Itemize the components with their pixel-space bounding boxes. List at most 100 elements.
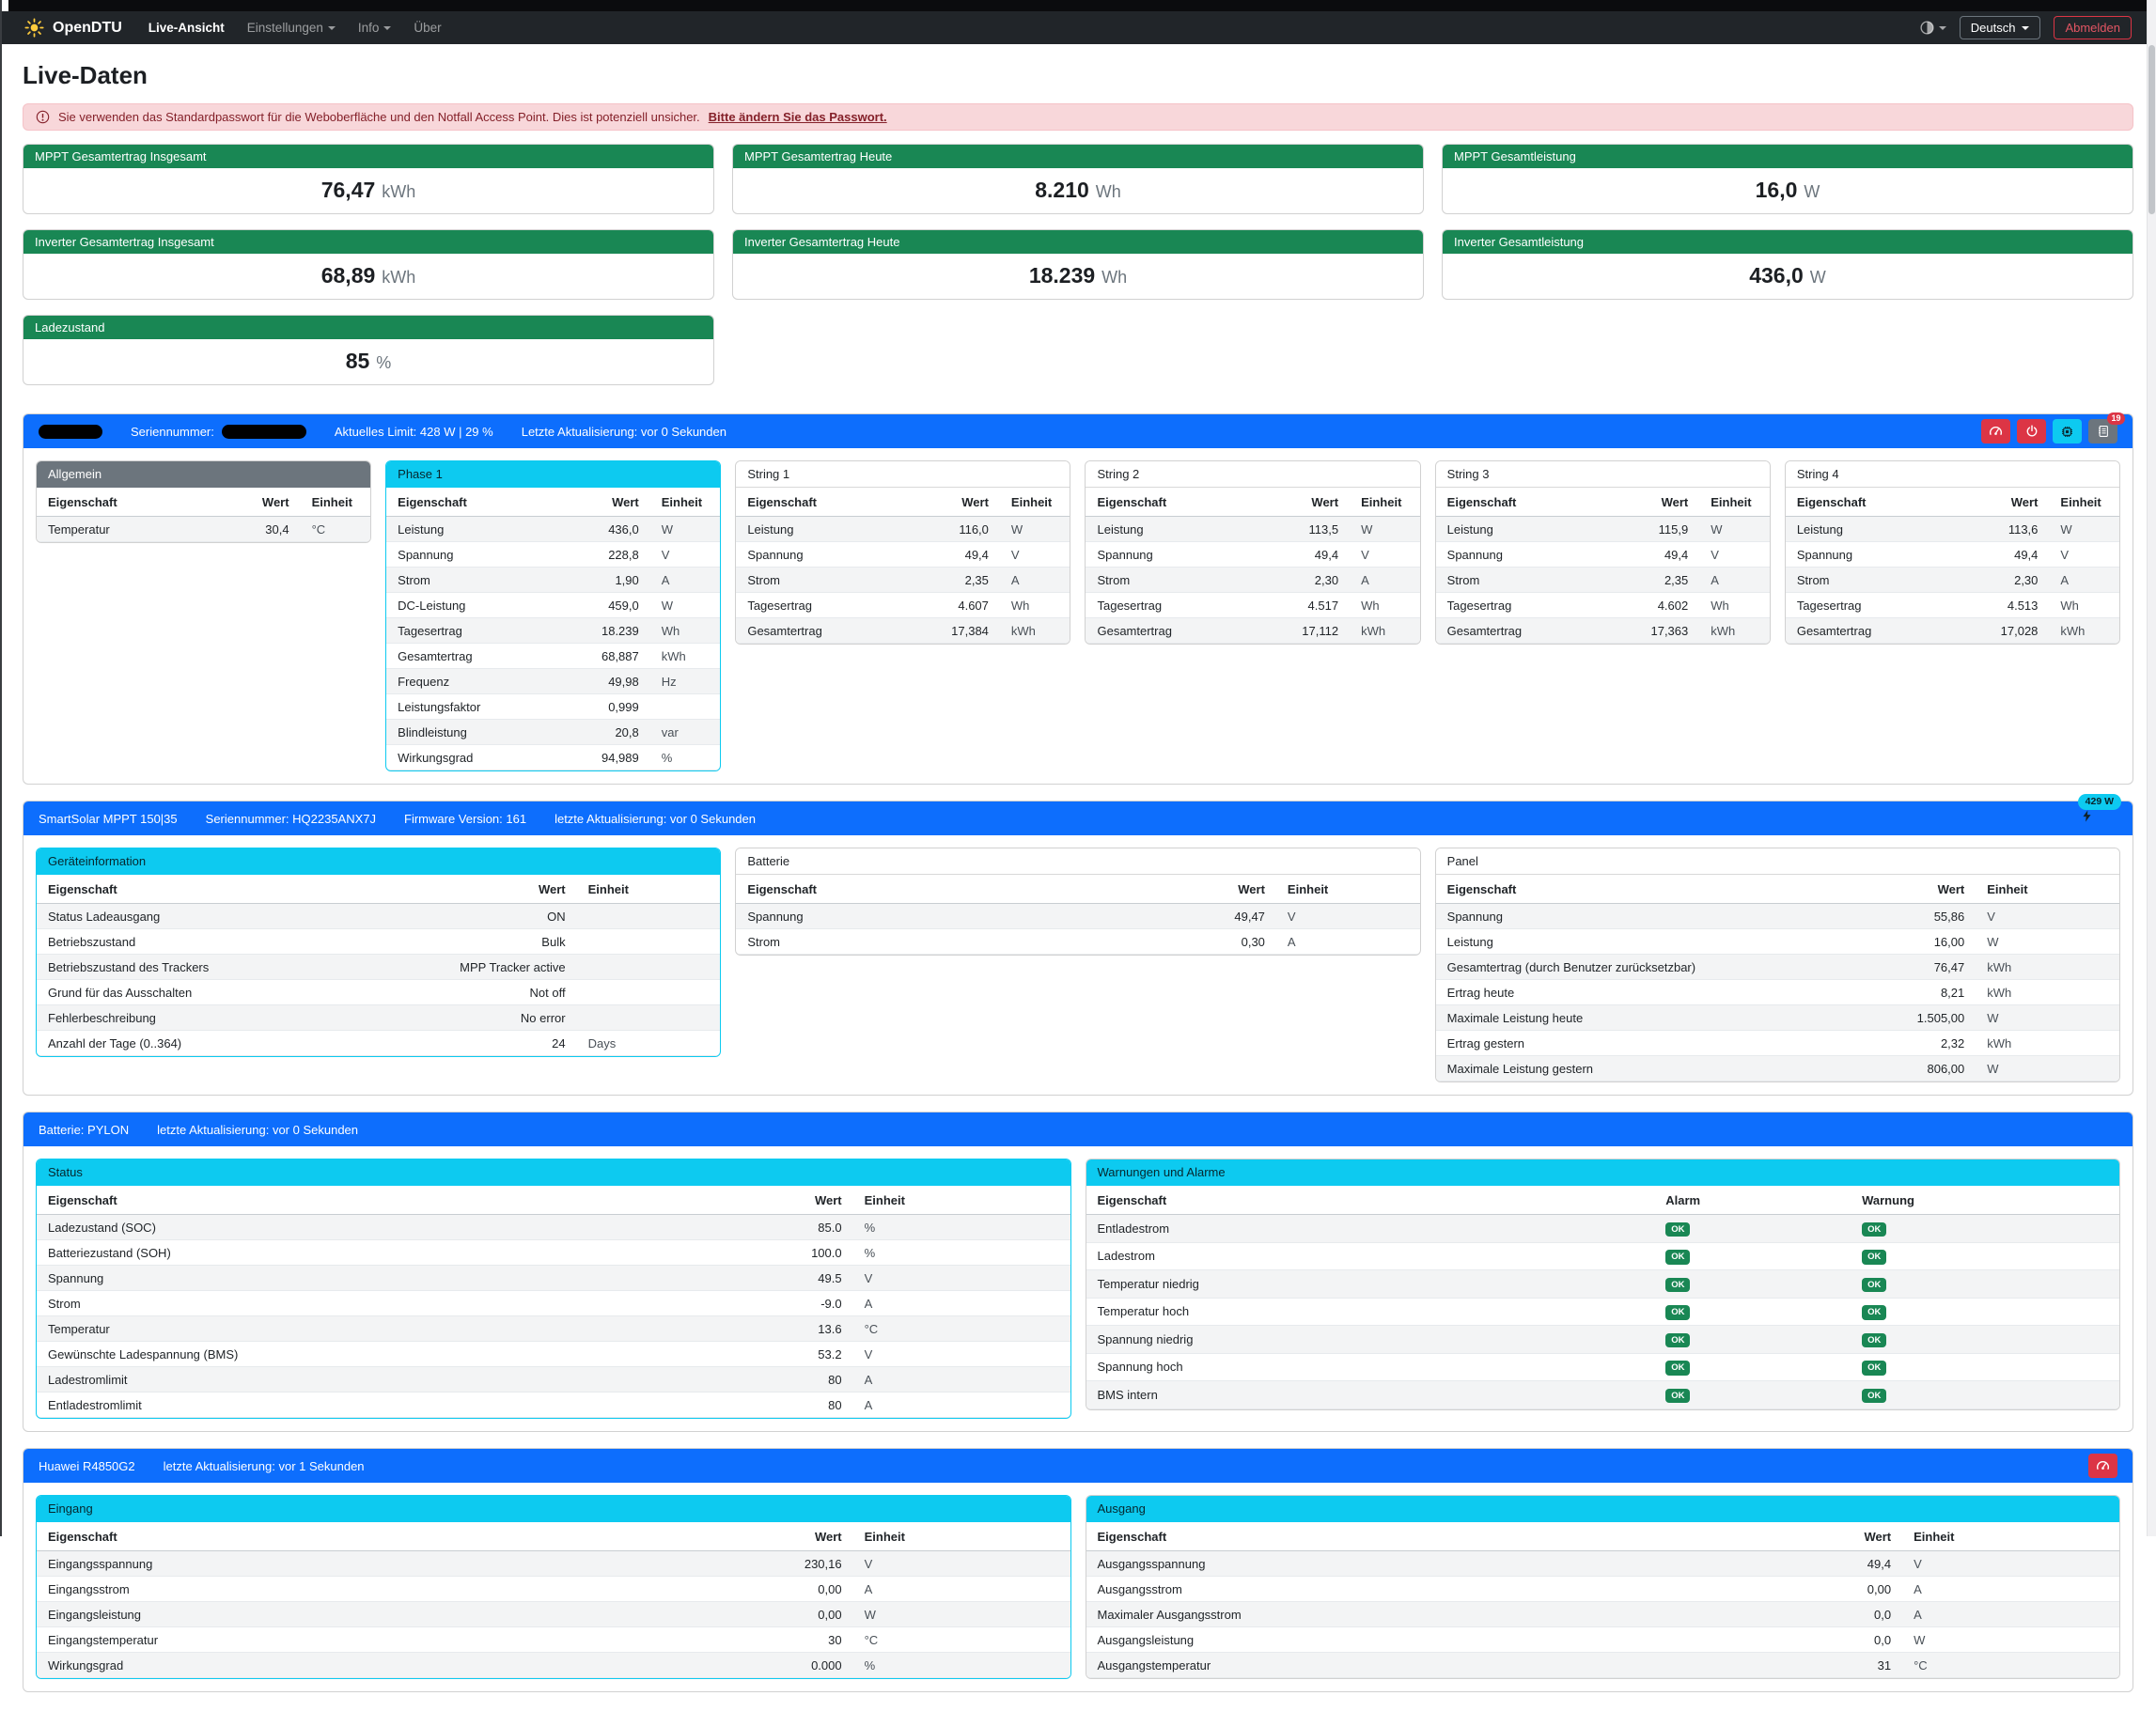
- property-unit: OK: [1851, 1326, 2119, 1354]
- event-count-badge: 19: [2107, 412, 2125, 425]
- stat-unit: Wh: [1096, 182, 1121, 201]
- property-name: Strom: [1086, 568, 1290, 593]
- property-unit: °C: [853, 1627, 1070, 1653]
- property-name: Spannung: [1786, 542, 1990, 568]
- property-name: Ausgangstemperatur: [1086, 1653, 1727, 1678]
- logout-button[interactable]: Abmelden: [2054, 16, 2132, 39]
- column-header: Einheit: [1000, 488, 1070, 517]
- property-name: Ertrag heute: [1436, 980, 1860, 1005]
- property-unit: A: [1902, 1602, 2119, 1627]
- nav-item-ueber[interactable]: Über: [414, 21, 441, 35]
- property-unit: °C: [853, 1316, 1070, 1342]
- nav-item-einstellungen[interactable]: Einstellungen: [247, 21, 336, 35]
- property-unit: [577, 904, 721, 929]
- stat-unit: kWh: [382, 182, 415, 201]
- property-unit: A: [1350, 568, 1420, 593]
- property-name: Entladestrom: [1086, 1215, 1655, 1243]
- language-dropdown[interactable]: Deutsch: [1960, 16, 2041, 39]
- chevron-down-icon: [328, 26, 336, 30]
- table-row: Gesamtertrag (durch Benutzer zurücksetzb…: [1436, 955, 2119, 980]
- column-header: Wert: [678, 1522, 853, 1551]
- property-unit: Wh: [1699, 593, 1770, 618]
- column-header: Einheit: [577, 875, 721, 904]
- property-name: DC-Leistung: [386, 593, 590, 618]
- column-header: Eigenschaft: [386, 488, 590, 517]
- property-value: 4.607: [940, 593, 1000, 618]
- property-value: ON: [448, 904, 576, 929]
- property-unit: OK: [1851, 1215, 2119, 1243]
- device-info-button[interactable]: [2053, 419, 2082, 443]
- property-value: 230,16: [678, 1551, 853, 1577]
- table-card-title: Batterie: [736, 848, 1419, 875]
- property-unit: V: [853, 1551, 1070, 1577]
- limit-settings-button[interactable]: [1981, 419, 2010, 443]
- inverter-actions: 19: [1981, 419, 2117, 443]
- table-card-title: Allgemein: [37, 461, 370, 488]
- nav-item-info[interactable]: Info: [358, 21, 392, 35]
- property-name: Tagesertrag: [1086, 593, 1290, 618]
- property-name: Gesamtertrag (durch Benutzer zurücksetzb…: [1436, 955, 1860, 980]
- stat-card-title: Inverter Gesamtertrag Heute: [733, 230, 1423, 254]
- property-unit: [650, 694, 721, 720]
- stat-card-title: MPPT Gesamtleistung: [1443, 145, 2133, 168]
- stat-unit: kWh: [382, 268, 415, 287]
- property-value: 18.239: [590, 618, 650, 644]
- stat-unit: %: [376, 353, 391, 372]
- scrollbar-thumb[interactable]: [2148, 45, 2155, 214]
- property-value: 2,35: [940, 568, 1000, 593]
- inverter-panel-header: Seriennummer: Aktuelles Limit: 428 W | 2…: [23, 414, 2133, 448]
- ok-badge: OK: [1665, 1305, 1690, 1320]
- change-password-link[interactable]: Bitte ändern Sie das Passwort.: [709, 110, 887, 124]
- property-name: Eingangstemperatur: [37, 1627, 678, 1653]
- property-name: Spannung hoch: [1086, 1353, 1655, 1381]
- property-value: 8,21: [1860, 980, 1976, 1005]
- property-value: 76,47: [1860, 955, 1976, 980]
- ok-badge: OK: [1862, 1361, 1886, 1376]
- property-unit: W: [1976, 1005, 2119, 1031]
- column-header: Wert: [1290, 488, 1350, 517]
- property-unit: °C: [1902, 1653, 2119, 1678]
- property-name: Gesamtertrag: [1436, 618, 1640, 644]
- charge-controller-title: SmartSolar MPPT 150|35: [39, 812, 178, 826]
- brand[interactable]: OpenDTU: [24, 18, 122, 38]
- theme-toggle[interactable]: [1920, 21, 1946, 35]
- sun-logo-icon: [24, 18, 44, 38]
- property-unit: V: [1902, 1551, 2119, 1577]
- column-header: Einheit: [1902, 1522, 2119, 1551]
- power-toggle-button[interactable]: [2017, 419, 2046, 443]
- column-header: Eigenschaft: [736, 488, 940, 517]
- psu-limit-settings-button[interactable]: [2088, 1454, 2117, 1478]
- event-log-button[interactable]: 19: [2088, 419, 2117, 443]
- property-name: Ausgangsleistung: [1086, 1627, 1727, 1653]
- column-header: Eigenschaft: [1086, 488, 1290, 517]
- property-value: OK: [1654, 1298, 1851, 1326]
- ok-badge: OK: [1665, 1333, 1690, 1348]
- column-header: Wert: [678, 1186, 853, 1215]
- nav-item-live-ansicht[interactable]: Live-Ansicht: [148, 21, 225, 35]
- column-header: Eigenschaft: [1786, 488, 1990, 517]
- table-card-title: String 1: [736, 461, 1070, 488]
- column-header: Wert: [590, 488, 650, 517]
- property-name: Temperatur hoch: [1086, 1298, 1655, 1326]
